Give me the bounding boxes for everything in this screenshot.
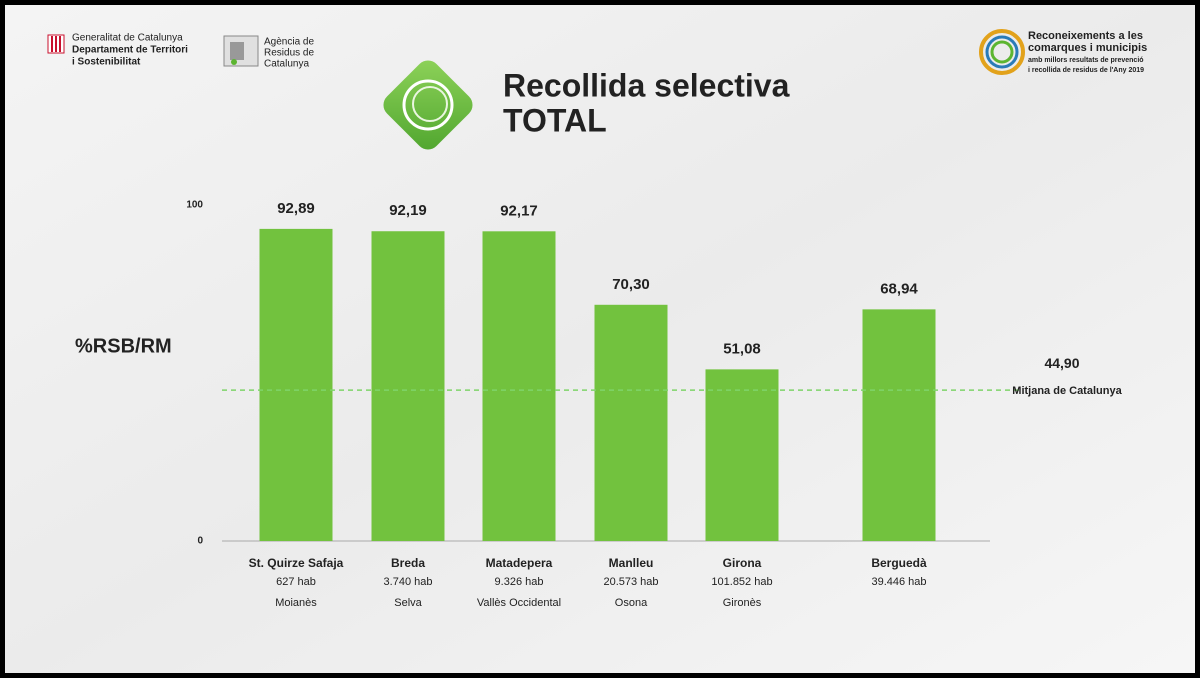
x-tick-label: Matadepera — [486, 556, 553, 570]
average-label: Mitjana de Catalunya — [1012, 385, 1122, 397]
arc-logo: Agència de Residus de Catalunya — [223, 35, 314, 70]
value-label: 92,19 — [389, 202, 427, 219]
x-tick-label: Girona — [723, 556, 762, 570]
bar — [705, 369, 779, 541]
chart-title: Recollida selectiva — [503, 67, 790, 103]
bar — [594, 304, 668, 541]
population-label: 101.852 hab — [711, 576, 772, 588]
logo-text: comarques i municipis — [1028, 42, 1147, 54]
x-tick-label: Manlleu — [609, 556, 654, 570]
bar — [862, 309, 936, 541]
value-label: 70,30 — [612, 276, 650, 293]
y-axis-label: %RSB/RM — [75, 335, 172, 357]
logo-text: Catalunya — [264, 59, 309, 70]
region-label: Selva — [394, 597, 422, 609]
y-tick-label: 0 — [197, 536, 203, 547]
value-label: 68,94 — [880, 280, 918, 297]
population-label: 3.740 hab — [384, 576, 433, 588]
x-tick-label: Breda — [391, 556, 425, 570]
generalitat-logo: Generalitat de Catalunya Departament de … — [47, 33, 188, 68]
logo-text: Reconeixements a les — [1028, 30, 1143, 42]
population-label: 627 hab — [276, 576, 316, 588]
x-tick-label: Berguedà — [871, 556, 927, 570]
bar — [259, 228, 333, 542]
award-logo: Reconeixements a les comarques i municip… — [979, 29, 1147, 75]
logo-text: i recollida de residus de l'Any 2019 — [1028, 67, 1144, 74]
x-tick-label: St. Quirze Safaja — [249, 556, 344, 570]
value-label: 92,89 — [277, 200, 315, 217]
logo-text: Residus de — [264, 48, 314, 59]
bar — [371, 231, 445, 542]
value-label: 51,08 — [723, 340, 761, 357]
logo-text: Departament de Territori — [72, 45, 188, 56]
logo-text: Agència de — [264, 37, 314, 48]
chart-subtitle: TOTAL — [503, 102, 607, 138]
average-value: 44,90 — [1044, 355, 1079, 371]
logo-text: i Sostenibilitat — [72, 57, 141, 68]
recycling-icon — [383, 60, 473, 150]
population-label: 20.573 hab — [603, 576, 658, 588]
region-label: Moianès — [275, 597, 317, 609]
region-label: Gironès — [723, 597, 762, 609]
logo-text: amb millors resultats de prevenció — [1028, 57, 1144, 64]
population-label: 39.446 hab — [871, 576, 926, 588]
region-label: Vallès Occidental — [477, 597, 561, 609]
bar — [482, 231, 556, 541]
value-label: 92,17 — [500, 202, 538, 219]
logo-text: Generalitat de Catalunya — [72, 33, 183, 44]
y-tick-label: 100 — [186, 200, 203, 211]
population-label: 9.326 hab — [495, 576, 544, 588]
region-label: Osona — [615, 597, 648, 609]
